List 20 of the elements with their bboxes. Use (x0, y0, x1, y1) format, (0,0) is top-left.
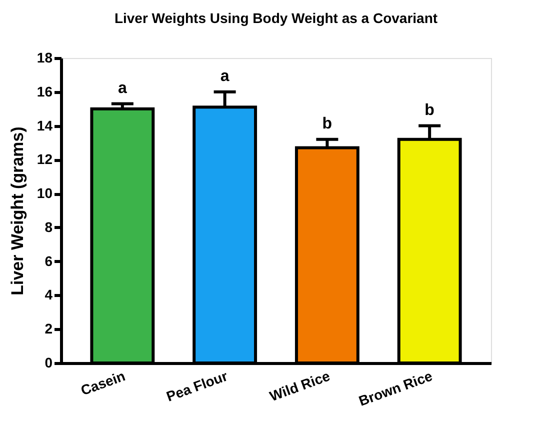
y-tick-label: 2 (44, 320, 53, 337)
y-tick-label: 18 (36, 50, 53, 66)
y-tick-label: 12 (36, 151, 53, 168)
y-tick-label: 8 (44, 218, 53, 235)
y-tick-label: 16 (36, 83, 53, 100)
y-tick-label: 0 (44, 354, 53, 370)
y-tick-label: 4 (44, 286, 53, 303)
x-tick-label: Casein (78, 368, 128, 398)
annotation: b (322, 115, 332, 132)
x-tick-label: Pea Flour (164, 367, 230, 404)
y-axis-title: Liver Weight (grams) (8, 126, 27, 296)
y-tick-label: 10 (36, 185, 53, 202)
annotation: b (424, 102, 435, 119)
x-tick-label: Brown Rice (356, 368, 435, 409)
annotation: a (220, 68, 230, 85)
y-tick-label: 14 (36, 117, 53, 134)
y-tick-label: 6 (44, 252, 53, 269)
x-tick-label: Wild Rice (267, 368, 332, 404)
annotation: a (118, 80, 127, 97)
chart-title: Liver Weights Using Body Weight as a Covariant (114, 10, 438, 26)
